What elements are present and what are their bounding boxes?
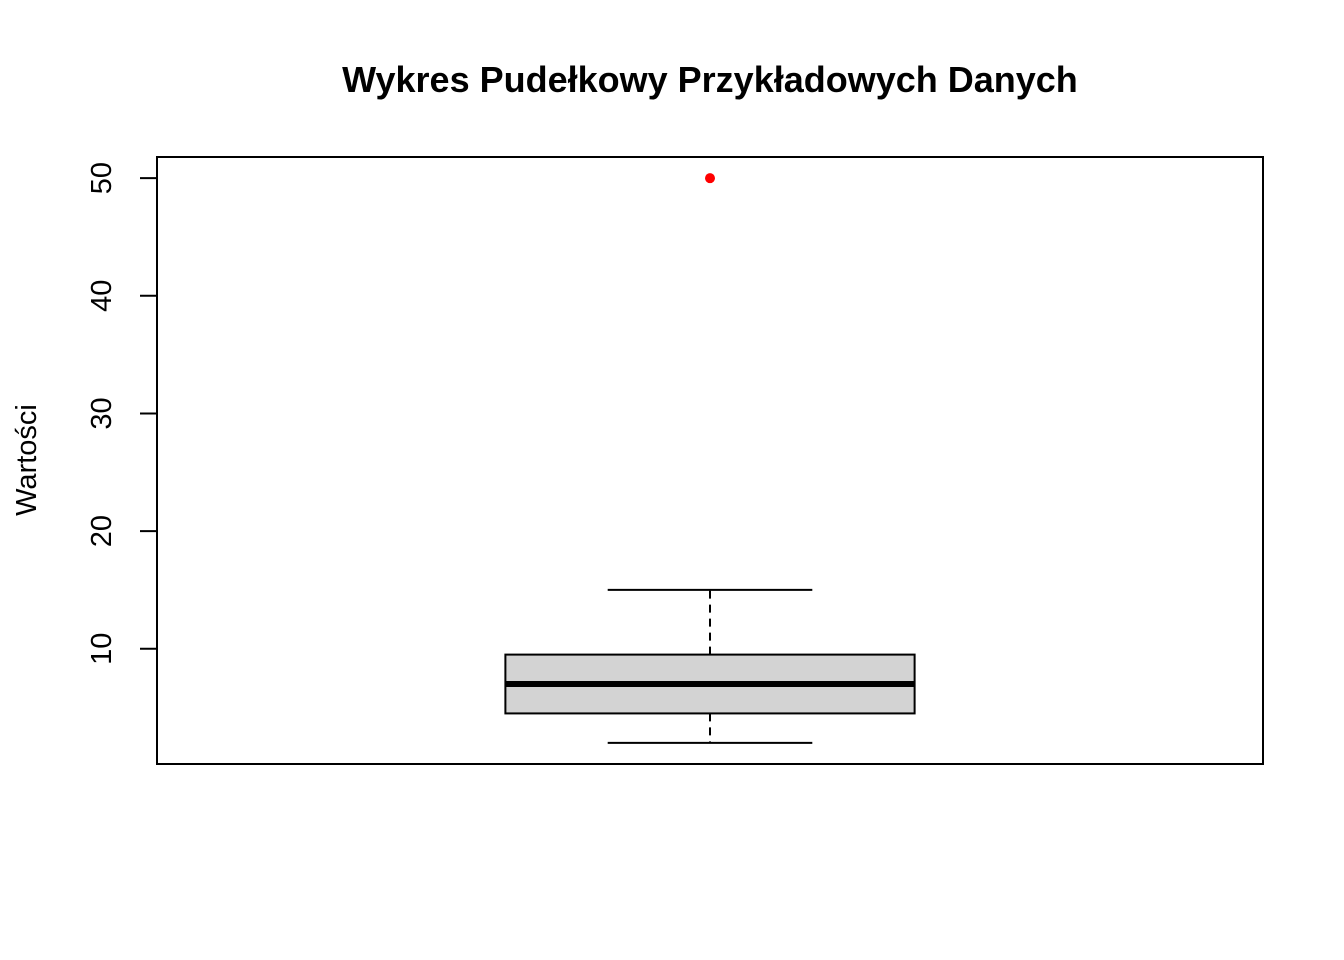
y-tick-label: 10 xyxy=(86,633,118,665)
y-axis-label: Wartości xyxy=(11,404,43,516)
y-tick-label: 50 xyxy=(86,162,118,194)
y-tick-label: 40 xyxy=(86,280,118,312)
y-axis-ticks: 10 20 30 40 50 xyxy=(86,162,157,665)
outlier-point xyxy=(705,173,715,184)
chart-title: Wykres Pudełkowy Przykładowych Danych xyxy=(342,59,1078,100)
boxplot-series xyxy=(504,173,916,744)
y-tick-label: 20 xyxy=(86,515,118,547)
box-group xyxy=(504,173,916,744)
y-tick-label: 30 xyxy=(86,397,118,429)
